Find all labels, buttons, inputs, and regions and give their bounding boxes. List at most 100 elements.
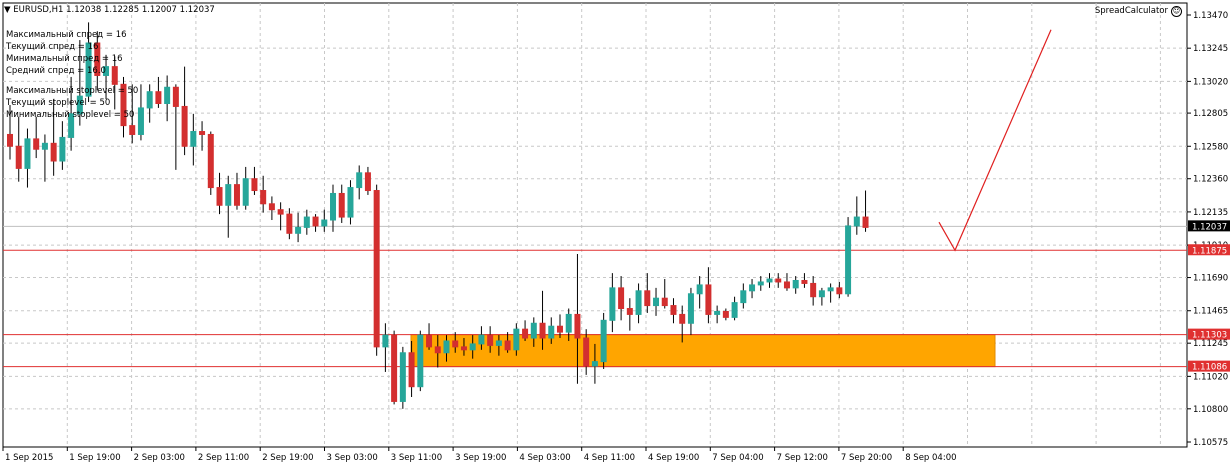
x-tick-label: 7 Sep 20:00 xyxy=(841,453,892,463)
candle-body xyxy=(382,334,389,348)
candle-body xyxy=(487,334,494,346)
spread-current-line: Текущий спред = 16 xyxy=(6,42,99,52)
candle-body xyxy=(172,86,179,107)
candle-body xyxy=(225,184,232,206)
candle-body xyxy=(94,42,101,76)
candle-body xyxy=(845,225,852,295)
candle-body xyxy=(41,142,48,150)
candle-body xyxy=(103,66,110,76)
candle-body xyxy=(137,107,144,135)
candle-body xyxy=(740,290,747,304)
candle-body xyxy=(801,279,808,284)
candle-body xyxy=(199,131,206,135)
candle-body xyxy=(120,83,127,127)
candle-body xyxy=(583,337,590,367)
smiley-icon: ☺ xyxy=(1171,5,1182,17)
candle-body xyxy=(111,66,118,85)
candle-body xyxy=(504,340,511,351)
x-tick-label: 7 Sep 04:00 xyxy=(712,453,763,463)
spread-avg-line: Средний спред = 16.0 xyxy=(6,66,106,76)
candle-body xyxy=(469,343,476,351)
y-tick-label: 1.13020 xyxy=(1193,77,1228,87)
candle-body xyxy=(565,313,572,333)
forecast-arrow xyxy=(938,29,1052,252)
candle-body xyxy=(757,281,764,286)
y-tick-label: 1.12580 xyxy=(1193,142,1228,152)
candle-body xyxy=(670,305,677,315)
candle-body xyxy=(792,279,799,289)
candle-body xyxy=(303,216,310,228)
stoplevel-min-line: Минимальный stoplevel = 50 xyxy=(6,110,135,120)
candle-body xyxy=(827,287,834,292)
level-price-tag xyxy=(1188,244,1230,256)
candle-body xyxy=(373,190,380,348)
candle-body xyxy=(251,178,258,192)
symbol-header: ▼ EURUSD,H1 1.12038 1.12285 1.12007 1.12… xyxy=(4,4,215,16)
x-tick-label: 2 Sep 03:00 xyxy=(134,453,185,463)
candle-body xyxy=(635,290,642,315)
x-tick-label: 4 Sep 19:00 xyxy=(648,453,699,463)
candle-body xyxy=(609,287,616,321)
level-price-tag xyxy=(1188,328,1230,340)
candle-body xyxy=(853,216,860,227)
candle-body xyxy=(618,287,625,310)
candle-body xyxy=(347,187,354,218)
candle-body xyxy=(295,226,302,234)
x-tick-label: 2 Sep 11:00 xyxy=(198,453,249,463)
level-price-tag xyxy=(1188,360,1230,372)
candle-body xyxy=(260,190,267,205)
y-tick-label: 1.10575 xyxy=(1193,438,1228,448)
candle-body xyxy=(696,284,703,295)
candle-body xyxy=(783,281,790,289)
candle-body xyxy=(59,136,66,162)
candle-body xyxy=(129,125,136,135)
candle-body xyxy=(644,290,651,307)
candle-body xyxy=(591,361,598,367)
candle-body xyxy=(286,213,293,234)
x-tick-label: 7 Sep 12:00 xyxy=(777,453,828,463)
candle-body xyxy=(364,172,371,192)
x-tick-label: 2 Sep 19:00 xyxy=(262,453,313,463)
candle-body xyxy=(478,334,485,345)
candle-body xyxy=(862,216,869,228)
candle-body xyxy=(85,42,92,97)
candle-body xyxy=(714,310,721,315)
support-zone xyxy=(410,334,996,368)
candle-body xyxy=(146,91,153,109)
panel-gap xyxy=(6,77,138,85)
candle-body xyxy=(33,138,40,150)
candle-body xyxy=(574,313,581,339)
candle-body xyxy=(600,319,607,363)
candle-body xyxy=(277,209,284,215)
candle-body xyxy=(556,325,563,333)
candle-body xyxy=(190,131,197,147)
candle-body xyxy=(76,95,83,115)
candle-body xyxy=(391,334,398,402)
symbol-marker-icon: ▼ xyxy=(4,5,11,15)
y-tick-label: 1.12805 xyxy=(1193,109,1228,119)
candle-body xyxy=(705,284,712,315)
level-price-label: 1.11086 xyxy=(1192,363,1227,373)
y-tick-label: 1.10800 xyxy=(1193,405,1228,415)
candle-body xyxy=(679,313,686,324)
candle-body xyxy=(434,346,441,354)
candle-body xyxy=(539,322,546,339)
y-tick-label: 1.12135 xyxy=(1193,208,1228,218)
candle-body xyxy=(330,192,337,221)
indicator-label[interactable]: SpreadCalculator ☺ xyxy=(1095,5,1182,17)
candle-body xyxy=(460,346,467,351)
candle-body xyxy=(818,290,825,298)
candle-body xyxy=(24,138,31,169)
stoplevel-current-line: Текущий stoplevel = 50 xyxy=(6,98,111,108)
level-price-label: 1.11875 xyxy=(1192,246,1227,256)
y-tick-label: 1.11465 xyxy=(1193,307,1228,317)
candle-body xyxy=(653,297,660,307)
candle-body xyxy=(338,192,345,218)
candle-body xyxy=(626,308,633,315)
x-tick-label: 1 Sep 2015 xyxy=(5,453,53,463)
candle-body xyxy=(155,91,162,104)
x-tick-label: 1 Sep 19:00 xyxy=(69,453,120,463)
candle-body xyxy=(312,216,319,227)
